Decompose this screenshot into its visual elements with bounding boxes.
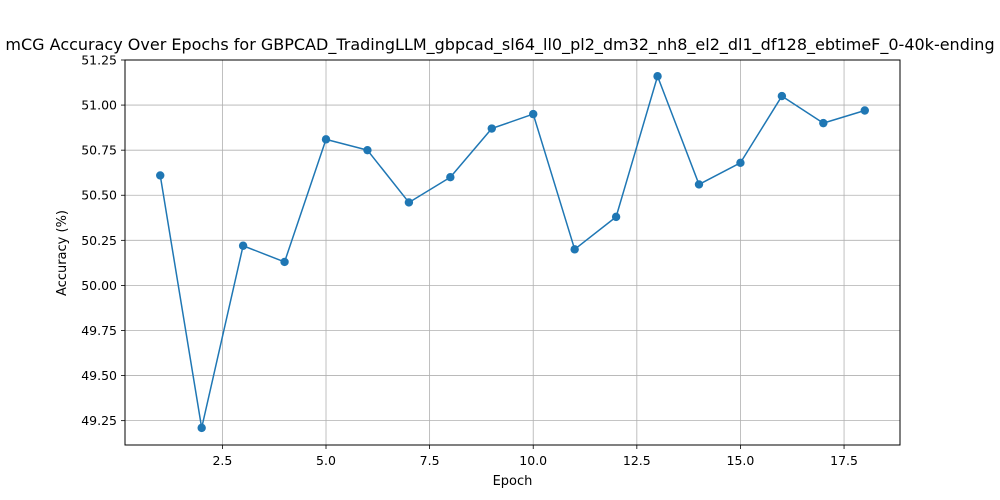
data-point bbox=[446, 173, 455, 182]
y-tick-label: 50.00 bbox=[81, 278, 117, 293]
data-point bbox=[611, 212, 621, 222]
y-tick-label: 49.50 bbox=[81, 368, 117, 383]
y-tick-label: 49.75 bbox=[81, 323, 117, 338]
data-point bbox=[736, 158, 745, 167]
x-axis-label: Epoch bbox=[493, 474, 533, 489]
x-tick-label: 2.5 bbox=[212, 453, 232, 468]
chart-title: mCG Accuracy Over Epochs for GBPCAD_Trad… bbox=[5, 35, 994, 55]
y-tick-label: 49.25 bbox=[81, 413, 117, 428]
series-line bbox=[159, 75, 865, 429]
y-tick-label: 51.00 bbox=[81, 98, 117, 113]
grid bbox=[125, 59, 900, 445]
data-point bbox=[363, 145, 372, 155]
data-point bbox=[197, 423, 206, 433]
data-point bbox=[280, 257, 289, 267]
data-point bbox=[653, 72, 662, 81]
x-tick-label: 10.0 bbox=[519, 453, 547, 468]
y-axis-label: Accuracy (%) bbox=[55, 210, 70, 296]
y-tick-label: 51.25 bbox=[81, 53, 117, 68]
plot-frame bbox=[124, 59, 901, 446]
data-point bbox=[570, 245, 579, 254]
y-tick-label: 50.50 bbox=[81, 188, 117, 203]
x-tick-label: 15.0 bbox=[727, 453, 755, 468]
data-point bbox=[860, 106, 869, 115]
data-point bbox=[694, 180, 704, 189]
x-tick-label: 17.5 bbox=[830, 453, 858, 468]
ticks: 2.5 5.0 7.5 10.0 12.5 15.0 17.5 49.25 49.50 49.75… bbox=[81, 53, 858, 469]
y-tick-label: 50.75 bbox=[81, 143, 117, 158]
data-point bbox=[777, 91, 787, 101]
y-tick-label: 50.25 bbox=[81, 233, 117, 248]
data-point bbox=[238, 241, 248, 250]
data-point bbox=[487, 124, 496, 133]
data-point bbox=[404, 198, 414, 207]
series-layer bbox=[156, 72, 869, 433]
x-tick-label: 7.5 bbox=[420, 453, 440, 468]
data-point bbox=[321, 135, 331, 144]
data-point bbox=[156, 171, 165, 180]
data-point bbox=[819, 118, 828, 128]
x-tick-label: 12.5 bbox=[623, 453, 651, 468]
x-tick-label: 5.0 bbox=[316, 453, 336, 468]
data-point bbox=[529, 109, 538, 119]
